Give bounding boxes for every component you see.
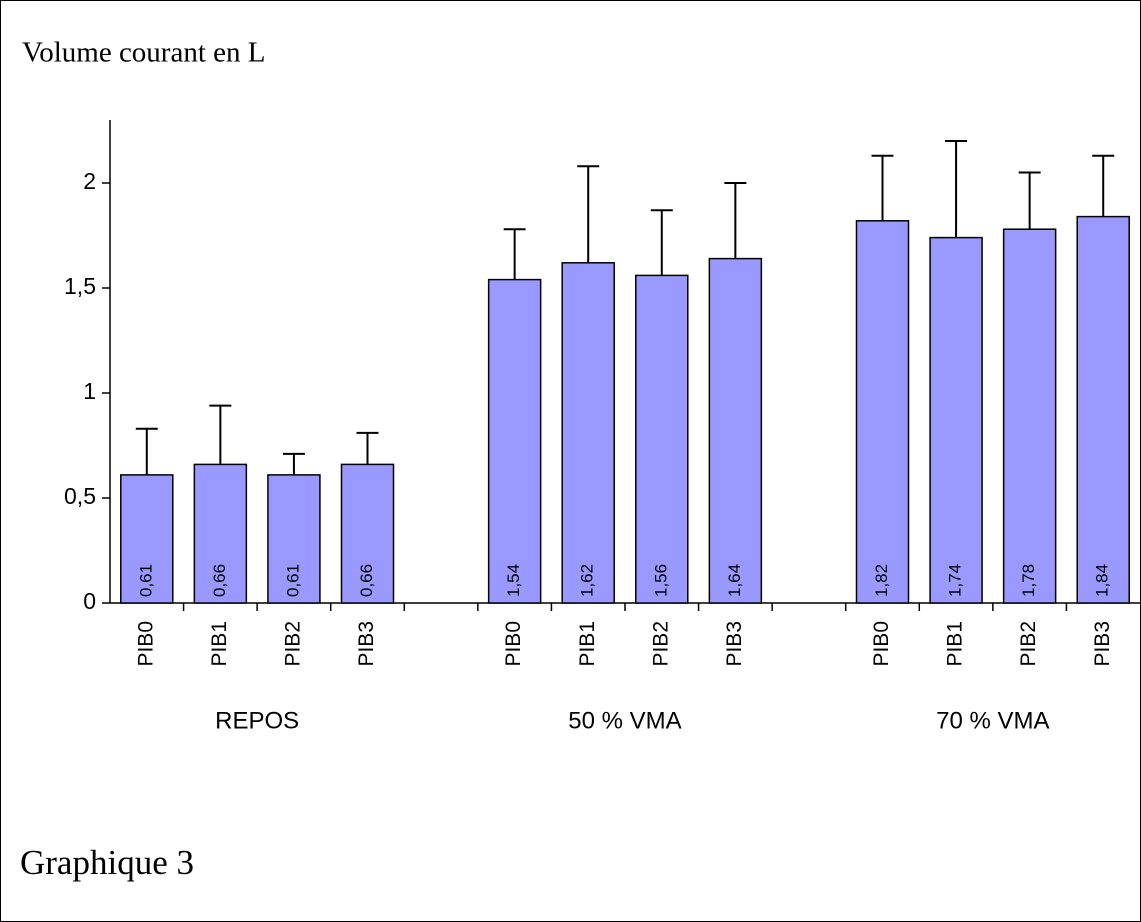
error-bar (1018, 171, 1041, 230)
y-tick-label: 1 (83, 378, 96, 404)
bar (487, 278, 542, 604)
value-label: 0,66 (210, 564, 229, 597)
error-bar (135, 427, 158, 475)
y-tick-label: 1,5 (64, 273, 96, 299)
x-tick-label: PIB0 (134, 621, 157, 667)
error-bar (871, 154, 894, 221)
x-tick-label: PIB3 (355, 621, 378, 667)
x-tick-label: PIB1 (944, 621, 967, 667)
bar (340, 463, 395, 604)
y-tick-label: 0 (83, 588, 96, 614)
value-label: 1,54 (504, 564, 523, 597)
bar (193, 463, 248, 604)
y-tick-label: 0,5 (64, 483, 96, 509)
value-label: 1,56 (651, 564, 670, 597)
bar (120, 474, 174, 604)
value-label: 1,84 (1093, 564, 1112, 597)
x-tick-label: PIB3 (723, 621, 746, 667)
bar (855, 220, 910, 604)
error-bar (945, 140, 968, 238)
bar (561, 262, 615, 604)
bar (929, 236, 983, 604)
x-tick-label: PIB1 (208, 621, 231, 667)
error-bar (650, 209, 673, 276)
y-tick-label: 2 (83, 168, 96, 194)
error-bar (1092, 154, 1115, 217)
bar (1076, 215, 1130, 604)
bar (1002, 228, 1057, 604)
chart-title: Volume courant en L (22, 37, 265, 69)
group-label: 70 % VMA (936, 707, 1049, 734)
error-bar (724, 182, 747, 259)
value-label: 1,62 (578, 564, 597, 597)
x-tick-label: PIB1 (576, 621, 599, 667)
value-label: 1,82 (872, 564, 891, 597)
error-bar (356, 431, 379, 465)
x-tick-label: PIB2 (1017, 621, 1040, 667)
error-bar (282, 452, 305, 475)
group-label: REPOS (215, 707, 299, 734)
value-label: 1,64 (725, 564, 744, 597)
x-tick-label: PIB2 (281, 621, 304, 667)
x-tick-label: PIB2 (649, 621, 672, 667)
value-label: 0,61 (283, 564, 302, 597)
x-tick-label: PIB0 (870, 621, 893, 667)
x-tick-label: PIB0 (502, 621, 525, 667)
error-bar (209, 404, 232, 465)
value-label: 0,61 (136, 564, 155, 597)
bar (635, 274, 689, 604)
error-bar (503, 228, 526, 280)
caption: Graphique 3 (20, 843, 194, 882)
value-label: 1,78 (1019, 564, 1038, 597)
x-tick-label: PIB3 (1091, 621, 1114, 667)
value-label: 1,74 (946, 564, 965, 597)
group-label: 50 % VMA (568, 707, 681, 734)
error-bar (577, 165, 600, 263)
bar (708, 257, 763, 604)
value-label: 0,66 (357, 564, 376, 597)
